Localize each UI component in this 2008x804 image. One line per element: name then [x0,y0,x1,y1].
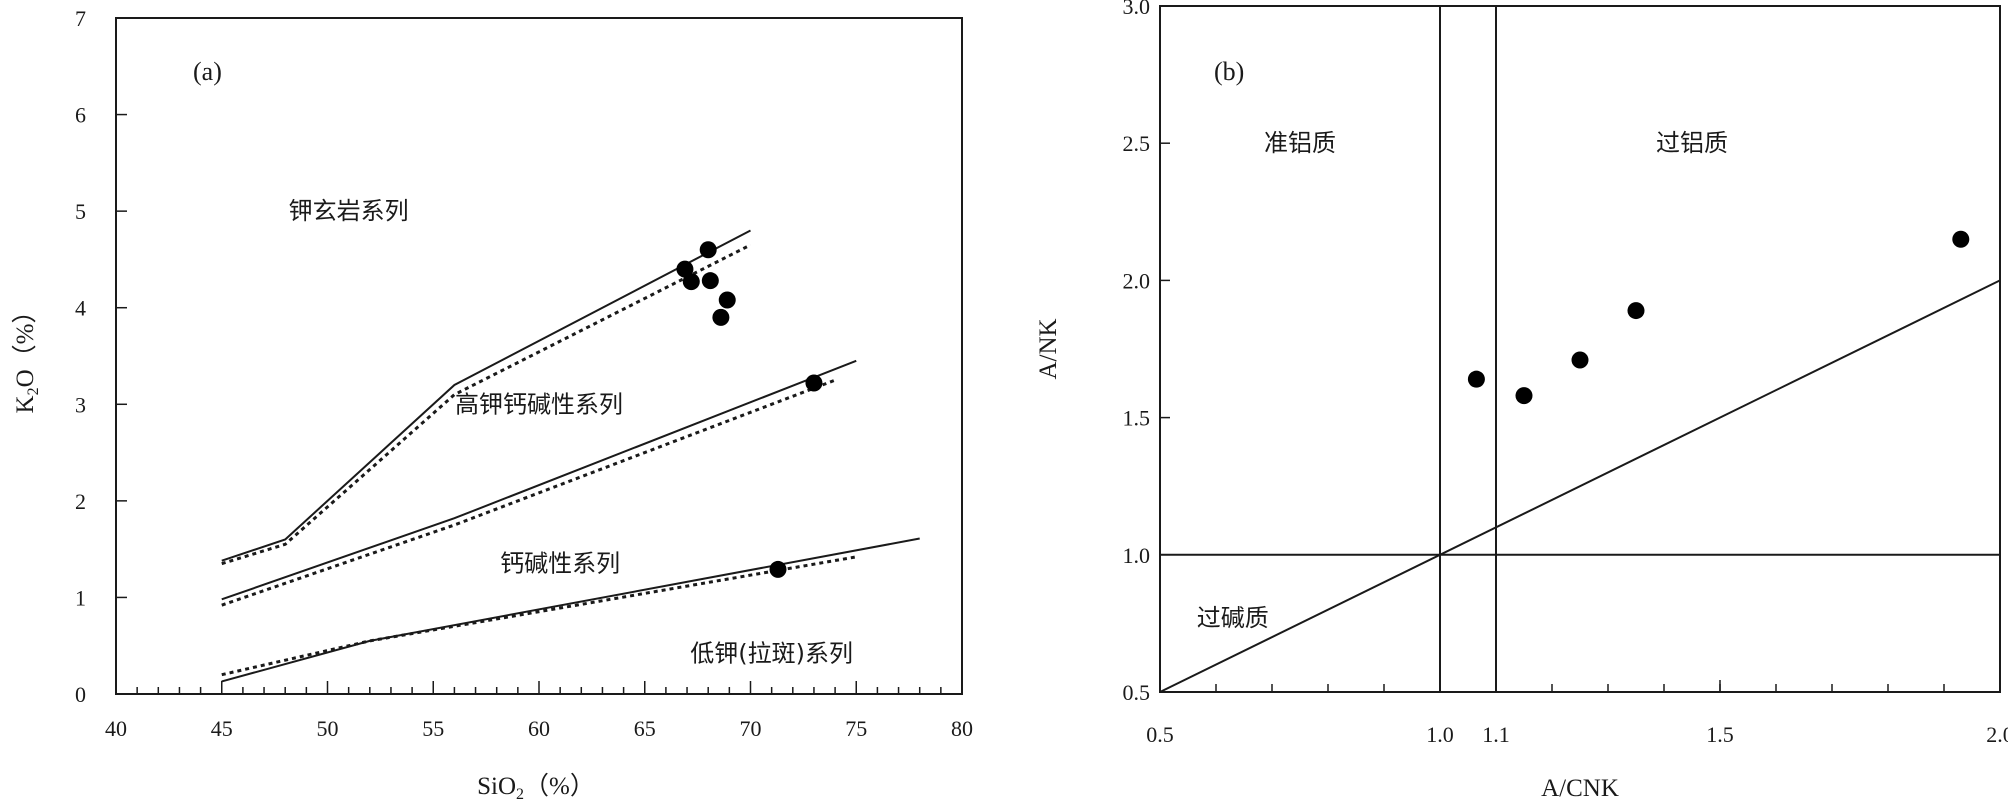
x-tick-label: 1.5 [1706,722,1734,747]
sample-point [676,260,694,278]
x-tick-label: 0.5 [1146,722,1174,747]
x-tick-label: 75 [845,716,867,741]
series-boundary-solid-line [221,229,751,562]
sample-point [682,273,700,291]
series-region-label: 钙碱性系列 [500,550,620,578]
panel-b-axis-ticks: 0.5 1.0 1.1 1.5 2.0 0.5 1.0 1.5 2.0 2.5 3.0 [1123,0,2008,747]
sample-point [701,272,719,290]
series-boundary-dotted-line [221,378,836,607]
y-tick-label: 2 [75,489,86,514]
series-boundary-dotted-line [221,243,752,566]
sample-point [1952,230,1970,248]
sample-point [1467,370,1485,388]
panel-a-boundary-lines [221,229,920,683]
alumina-field-label: 过碱质 [1197,604,1269,632]
series-boundary-solid-line [221,537,920,683]
x-tick-label: 55 [422,716,444,741]
x-tick-label: 40 [105,716,127,741]
sample-point [712,308,730,326]
sample-point [805,374,823,392]
y-tick-label: 0.5 [1123,680,1151,705]
x-tick-label: 50 [317,716,339,741]
x-tick-label: 1.1 [1482,722,1510,747]
y-tick-label: 3 [75,392,86,417]
x-tick-label: 70 [740,716,762,741]
series-region-label: 钾玄岩系列 [289,197,409,225]
y-tick-label: 3.0 [1123,0,1151,19]
sample-point [1627,302,1645,320]
panel-b-boundary-lines [1159,6,2001,693]
x-tick-label: 80 [951,716,973,741]
y-tick-label: 0 [75,682,86,707]
sample-point [699,241,717,259]
x-tick-label: 45 [211,716,233,741]
y-tick-label: 2.0 [1123,268,1151,293]
y-tick-label: 4 [75,296,86,321]
y-tick-label: 7 [75,6,86,31]
x-tick-label: 2.0 [1986,722,2008,747]
panel-a-x-axis-title: SiO2（%） [477,772,595,803]
panel-b-plot-frame [1159,5,2001,693]
panel-b-anK-acnk-diagram: 0.5 1.0 1.1 1.5 2.0 0.5 1.0 1.5 2.0 2.5 3.0 准铝质 过铝质… [1035,0,2008,802]
alumina-field-label: 准铝质 [1264,129,1336,157]
panel-a-label: (a) [193,57,222,86]
panel-b-x-axis-title: A/CNK [1541,775,1619,802]
series-boundary-dotted-line [221,555,857,677]
y-tick-label: 1 [75,585,86,610]
series-boundary-solid-line [221,359,857,601]
x-tick-label: 1.0 [1426,722,1454,747]
panel-a-data-points [676,241,823,578]
x-tick-label: 60 [528,716,550,741]
sample-point [718,291,736,309]
panel-b-label: (b) [1214,57,1244,86]
panel-b-y-axis-title: A/NK [1035,318,1062,379]
sample-point [1515,387,1533,405]
panel-b-data-points [1467,230,1970,405]
y-tick-label: 1.5 [1123,406,1151,431]
sample-point [1571,351,1589,369]
series-region-label: 低钾(拉斑)系列 [690,639,853,667]
y-tick-label: 6 [75,103,86,128]
x-tick-label: 65 [634,716,656,741]
sample-point [769,560,787,578]
y-tick-label: 2.5 [1123,131,1151,156]
series-region-label: 高钾钙碱性系列 [455,390,623,418]
alumina-field-label: 过铝质 [1656,129,1728,157]
y-tick-label: 1.0 [1123,543,1151,568]
panel-a-y-axis-title: K2O（%） [11,299,42,414]
equal-ratio-diagonal-line [1159,279,2001,693]
y-tick-label: 5 [75,199,86,224]
